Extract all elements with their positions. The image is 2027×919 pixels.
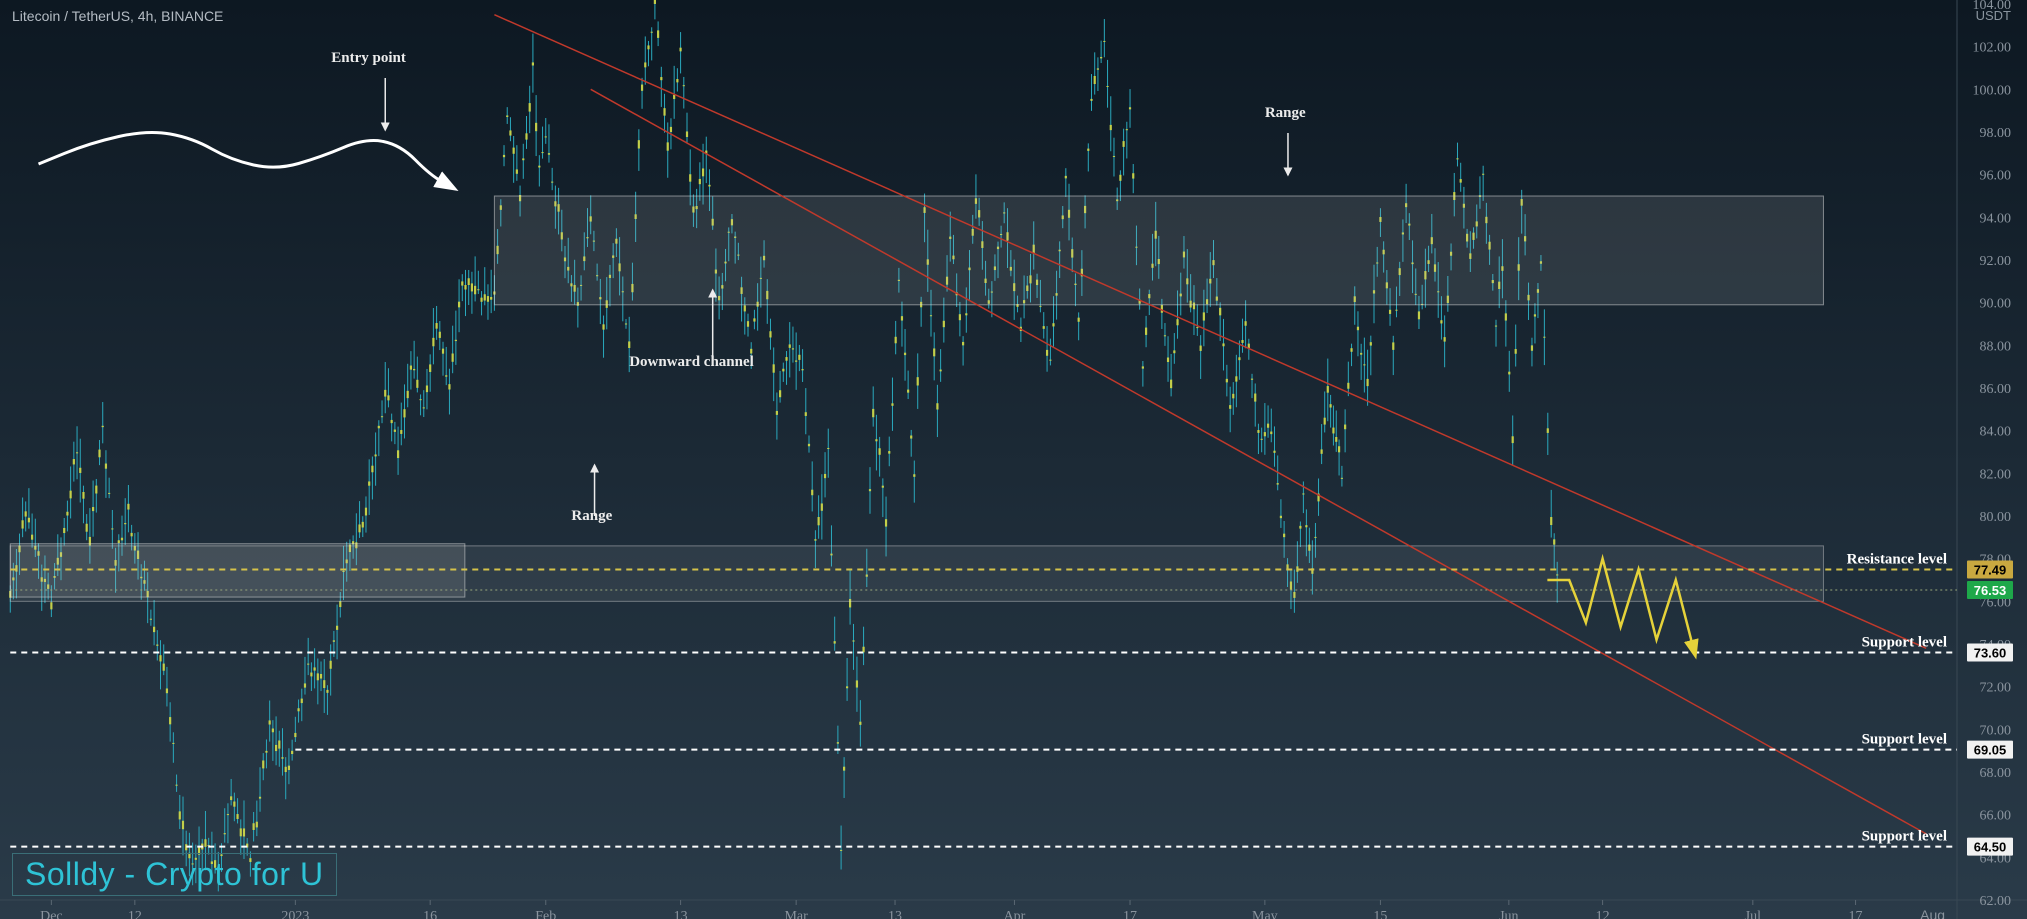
svg-text:Support level: Support level — [1862, 635, 1947, 651]
svg-text:102.00: 102.00 — [1973, 41, 2012, 56]
svg-text:May: May — [1252, 909, 1278, 919]
svg-text:Support level: Support level — [1862, 732, 1947, 748]
svg-text:2023: 2023 — [281, 909, 309, 919]
svg-text:Dec: Dec — [40, 909, 63, 919]
svg-text:12: 12 — [128, 909, 142, 919]
svg-text:92.00: 92.00 — [1980, 254, 2012, 269]
svg-text:17: 17 — [1123, 909, 1137, 919]
svg-text:70.00: 70.00 — [1980, 723, 2012, 738]
svg-text:73.60: 73.60 — [1974, 646, 2007, 661]
svg-text:68.00: 68.00 — [1980, 766, 2012, 781]
svg-text:16: 16 — [423, 909, 437, 919]
svg-text:Jul: Jul — [1745, 909, 1761, 919]
symbol-label: Litecoin / TetherUS, 4h, BINANCE — [12, 8, 223, 24]
svg-text:62.00: 62.00 — [1980, 894, 2012, 909]
svg-text:80.00: 80.00 — [1980, 510, 2012, 525]
svg-text:72.00: 72.00 — [1980, 681, 2012, 696]
svg-text:17: 17 — [1849, 909, 1863, 919]
svg-text:86.00: 86.00 — [1980, 382, 2012, 397]
svg-text:90.00: 90.00 — [1980, 297, 2012, 312]
svg-text:77.49: 77.49 — [1974, 563, 2007, 578]
svg-text:13: 13 — [888, 909, 902, 919]
svg-text:88.00: 88.00 — [1980, 339, 2012, 354]
svg-text:64.50: 64.50 — [1974, 840, 2007, 855]
svg-text:12: 12 — [1596, 909, 1610, 919]
svg-text:Feb: Feb — [535, 909, 556, 919]
svg-text:82.00: 82.00 — [1980, 467, 2012, 482]
svg-text:Jun: Jun — [1499, 909, 1518, 919]
svg-text:Range: Range — [571, 508, 612, 524]
svg-text:100.00: 100.00 — [1973, 83, 2012, 98]
svg-text:Support level: Support level — [1862, 829, 1947, 845]
currency-label: USDT — [1976, 8, 2011, 23]
svg-text:Range: Range — [1265, 105, 1306, 121]
svg-text:84.00: 84.00 — [1980, 425, 2012, 440]
svg-text:Resistance level: Resistance level — [1847, 552, 1947, 568]
svg-text:96.00: 96.00 — [1980, 169, 2012, 184]
svg-text:66.00: 66.00 — [1980, 809, 2012, 824]
svg-text:Entry point: Entry point — [331, 50, 406, 66]
svg-text:13: 13 — [674, 909, 688, 919]
svg-text:Downward channel: Downward channel — [629, 354, 754, 370]
svg-text:15: 15 — [1373, 909, 1387, 919]
svg-text:76.53: 76.53 — [1974, 583, 2007, 598]
svg-text:94.00: 94.00 — [1980, 211, 2012, 226]
svg-text:Apr: Apr — [1004, 909, 1026, 919]
svg-text:Aug: Aug — [1920, 907, 1945, 919]
watermark: Solldy - Crypto for U — [12, 853, 337, 896]
svg-text:Mar: Mar — [784, 909, 808, 919]
svg-text:98.00: 98.00 — [1980, 126, 2012, 141]
svg-text:69.05: 69.05 — [1974, 743, 2007, 758]
